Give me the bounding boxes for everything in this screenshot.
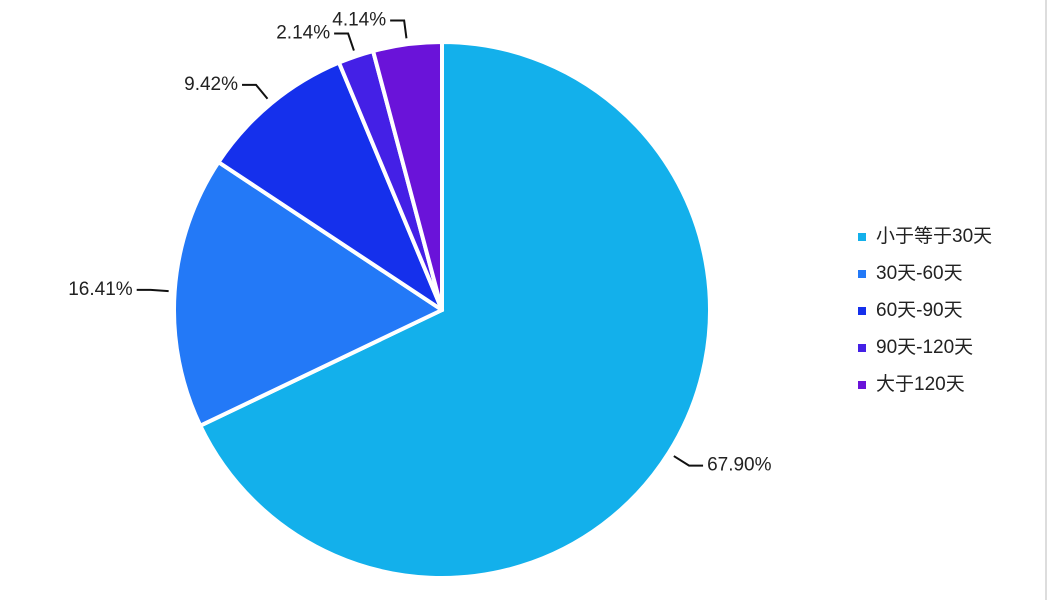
pie-slice — [371, 40, 444, 312]
pie-slice — [172, 160, 444, 428]
data-label: 67.90% — [707, 455, 772, 476]
legend-swatch — [858, 307, 866, 315]
legend-label: 小于等于30天 — [876, 225, 992, 247]
legend-label: 大于120天 — [876, 373, 965, 395]
data-label: 2.14% — [276, 23, 330, 44]
legend-swatch — [858, 381, 866, 389]
data-label: 9.42% — [184, 74, 238, 95]
leader-line — [334, 32, 355, 51]
leader-line — [673, 455, 704, 467]
data-label: 4.14% — [332, 9, 386, 30]
legend-label: 90天-120天 — [876, 337, 973, 358]
legend-swatch — [858, 344, 866, 352]
legend-label: 30天-60天 — [876, 263, 963, 284]
legend-swatch — [858, 233, 866, 241]
legend-swatch — [858, 270, 866, 278]
leader-line — [390, 19, 408, 39]
pie-slice — [216, 60, 444, 312]
data-label: 16.41% — [68, 279, 133, 300]
leader-line — [242, 83, 269, 100]
pie-slice — [198, 40, 712, 580]
leader-line — [136, 288, 169, 293]
legend-label: 60天-90天 — [876, 300, 963, 321]
